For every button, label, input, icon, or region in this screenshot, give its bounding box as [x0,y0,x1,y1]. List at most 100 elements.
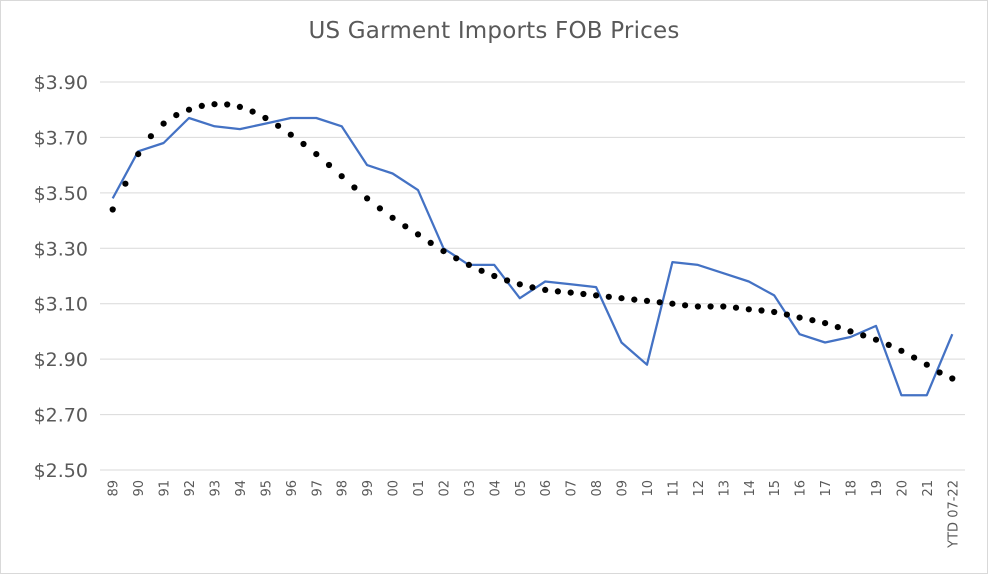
x-tick-label: 12 [692,480,707,497]
trend-dot [682,302,689,309]
trend-dot [313,151,320,158]
x-tick-label: 10 [641,480,656,497]
trend-dot [656,299,663,306]
trend-dot [376,205,383,212]
y-tick-label: $3.70 [34,127,88,149]
trend-dot [720,303,727,310]
x-tick-label: 04 [488,480,503,497]
trend-dot [325,161,333,169]
trend-dot [249,108,256,115]
trend-dot [758,307,765,314]
trend-dot [949,375,956,382]
trend-dot [771,308,778,316]
x-tick-label: 98 [336,480,351,497]
trend-dot [745,306,752,313]
trend-dot [275,122,282,129]
chart-title: US Garment Imports FOB Prices [308,18,680,44]
x-tick-label: 99 [361,480,376,497]
trend-dot [542,286,549,293]
trend-dot [593,292,600,299]
trend-dot [529,284,536,291]
y-tick-label: $2.50 [34,460,88,482]
trend-dot [847,328,854,335]
trend-dot [707,303,714,310]
x-tick-label: 00 [387,480,402,497]
trend-dot [287,131,294,138]
x-tick-label: 01 [412,480,427,497]
x-tick-label: 19 [870,480,885,497]
x-tick-label: 08 [590,480,605,497]
x-tick-label: YTD 07-22 [946,480,961,549]
y-tick-label: $3.30 [34,238,88,260]
x-tick-label: 03 [463,480,478,497]
trend-dot [694,303,702,310]
x-tick-label: 11 [666,480,681,497]
trend-dot [885,341,892,348]
trend-dot [160,120,167,127]
trend-dot [427,239,434,246]
trend-dot [453,255,460,262]
trend-dot [936,369,943,376]
trend-dot [923,361,930,368]
y-tick-label: $3.50 [34,183,88,205]
trend-dot [364,195,371,202]
x-tick-label: 96 [285,480,300,497]
trend-dot [236,103,243,110]
x-tick-label: 20 [895,480,910,497]
x-tick-label: 06 [539,480,554,497]
x-tick-label: 94 [234,480,249,497]
trend-dot [834,324,841,331]
x-tick-label: 02 [437,480,452,497]
trend-dot [402,223,409,230]
trend-dot [516,281,523,288]
trend-dot [135,151,142,158]
x-tick-label: 15 [768,480,783,497]
trend-dot [643,297,651,304]
trend-dot [605,293,612,300]
trend-dot [147,133,154,140]
trend-dot [440,248,447,255]
trend-dot [300,140,307,148]
trend-dot [732,304,740,311]
trend-dot [465,261,472,268]
trend-dot [860,332,867,339]
trend-dot [567,289,574,296]
x-tick-label: 09 [616,480,631,497]
trend-dot [173,112,180,119]
x-tick-label: 90 [132,480,147,497]
x-tick-label: 97 [310,480,325,497]
x-tick-label: 05 [514,480,529,497]
trend-dot [580,290,587,298]
trend-dot [198,102,205,109]
x-tick-label: 07 [565,480,580,497]
trend-dot [554,288,562,295]
x-tick-label: 91 [158,480,173,497]
trend-dot [478,267,485,274]
trend-dot [618,295,625,302]
trend-dot [491,272,498,280]
trend-dot [631,296,638,303]
trend-dot [669,300,676,307]
trend-dot [351,184,358,191]
trend-dot [338,173,345,180]
trend-dot [504,277,511,284]
trend-dot [872,336,880,343]
trend-dot [389,214,396,221]
x-tick-label: 13 [717,480,732,497]
x-tick-label: 17 [819,480,834,497]
trend-dot [911,354,918,361]
y-tick-label: $2.90 [34,349,88,371]
x-tick-label: 93 [208,480,223,497]
trend-dot [185,106,193,113]
trend-dot [109,206,116,213]
trend-dot [809,317,816,324]
trend-dot [224,101,231,108]
x-tick-label: 95 [259,480,274,497]
x-tick-label: 21 [921,480,936,497]
x-tick-label: 18 [845,480,860,497]
trend-dot [796,314,803,321]
y-tick-label: $2.70 [34,405,88,427]
x-tick-label: 14 [743,480,758,497]
trend-dot [262,114,269,122]
